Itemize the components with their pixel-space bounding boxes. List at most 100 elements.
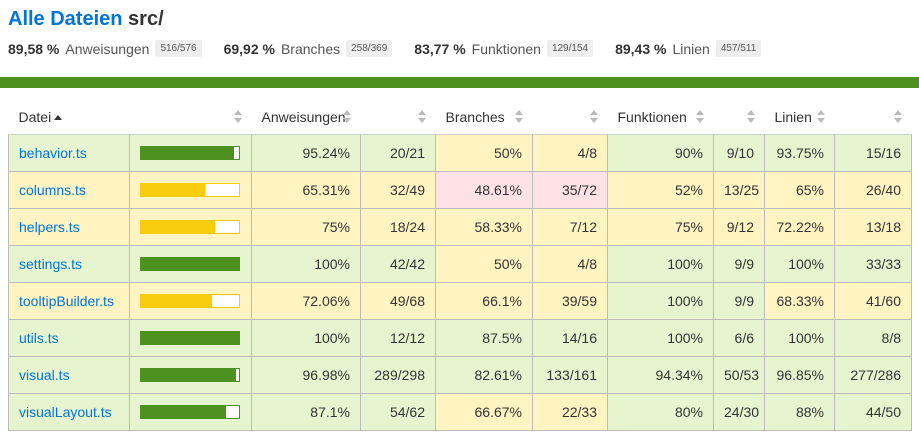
column-header-file[interactable]: Datei (8, 99, 130, 135)
file-link[interactable]: helpers.ts (19, 219, 80, 235)
sort-icon (893, 110, 902, 123)
functions-fraction: 9/10 (713, 134, 765, 172)
summary-label: Anweisungen (65, 40, 150, 57)
branches-fraction: 4/8 (532, 245, 608, 283)
table-header-row: Datei Anweisungen Branches Funktionen Li… (8, 99, 912, 135)
statements-fraction: 54/62 (360, 393, 436, 431)
coverage-table: Datei Anweisungen Branches Funktionen Li… (8, 99, 912, 431)
branches-fraction: 35/72 (532, 171, 608, 209)
functions-percent: 52% (607, 171, 714, 209)
coverage-bar (140, 146, 240, 160)
all-files-link[interactable]: Alle Dateien (8, 8, 123, 30)
sort-icon (233, 110, 242, 123)
functions-percent: 100% (607, 319, 714, 357)
column-header-lines-raw[interactable] (834, 99, 912, 135)
sort-icon (695, 110, 704, 123)
column-header-branches-raw[interactable] (532, 99, 608, 135)
branches-percent: 50% (435, 245, 533, 283)
summary-percent: 69,92 % (223, 40, 275, 57)
coverage-bar-cell (129, 171, 252, 209)
summary-label: Funktionen (471, 40, 541, 57)
file-link[interactable]: settings.ts (19, 256, 83, 272)
sort-icon (514, 110, 523, 123)
coverage-bar (140, 183, 240, 197)
page-title: Alle Dateien src/ (8, 8, 164, 31)
coverage-bar-cell (129, 208, 252, 246)
functions-fraction: 9/9 (713, 282, 765, 320)
coverage-bar-fill (141, 184, 205, 196)
column-header-functions-raw[interactable] (713, 99, 765, 135)
summary-label: Linien (672, 40, 710, 57)
statements-fraction: 289/298 (360, 356, 436, 394)
file-link[interactable]: columns.ts (19, 182, 86, 198)
column-header-lines[interactable]: Linien (764, 99, 835, 135)
file-link[interactable]: visual.ts (19, 367, 70, 383)
table-row: behavior.ts 95.24% 20/21 50% 4/8 90% 9/10 93.75… (8, 134, 912, 172)
branches-percent: 87.5% (435, 319, 533, 357)
functions-percent: 90% (607, 134, 714, 172)
coverage-bar-fill (141, 332, 239, 344)
functions-fraction: 50/53 (713, 356, 765, 394)
summary-percent: 83,77 % (414, 40, 466, 57)
file-cell: visual.ts (8, 356, 130, 394)
file-link[interactable]: behavior.ts (19, 145, 87, 161)
file-cell: utils.ts (8, 319, 130, 357)
functions-fraction: 13/25 (713, 171, 765, 209)
coverage-bar-fill (141, 406, 227, 418)
column-header-branches[interactable]: Branches (435, 99, 533, 135)
column-header-functions[interactable]: Funktionen (607, 99, 714, 135)
file-link[interactable]: visualLayout.ts (19, 404, 112, 420)
table-row: tooltipBuilder.ts 72.06% 49/68 66.1% 39/59 10… (8, 282, 912, 320)
summary-statements: 89,58 % Anweisungen 516/576 (8, 40, 202, 57)
branches-percent: 48.61% (435, 171, 533, 209)
branches-fraction: 133/161 (532, 356, 608, 394)
lines-fraction: 33/33 (834, 245, 912, 283)
lines-percent: 72.22% (764, 208, 835, 246)
lines-percent: 68.33% (764, 282, 835, 320)
summary-fraction: 457/511 (715, 40, 762, 57)
column-header-statements-raw[interactable] (360, 99, 436, 135)
statements-fraction: 18/24 (360, 208, 436, 246)
lines-fraction: 8/8 (834, 319, 912, 357)
status-bar (0, 77, 919, 88)
column-header-file-bar[interactable] (129, 99, 252, 135)
coverage-bar (140, 220, 240, 234)
lines-fraction: 44/50 (834, 393, 912, 431)
branches-percent: 50% (435, 134, 533, 172)
lines-fraction: 277/286 (834, 356, 912, 394)
lines-fraction: 15/16 (834, 134, 912, 172)
coverage-bar-fill (141, 147, 235, 159)
statements-percent: 95.24% (251, 134, 361, 172)
statements-fraction: 32/49 (360, 171, 436, 209)
file-cell: helpers.ts (8, 208, 130, 246)
file-link[interactable]: utils.ts (19, 330, 59, 346)
directory-name: src/ (128, 8, 164, 30)
branches-percent: 66.67% (435, 393, 533, 431)
table-row: utils.ts 100% 12/12 87.5% 14/16 100% 6/6 100% 8/… (8, 319, 912, 357)
lines-percent: 100% (764, 245, 835, 283)
branches-fraction: 7/12 (532, 208, 608, 246)
coverage-bar-cell (129, 393, 252, 431)
sort-icon (589, 110, 598, 123)
column-header-statements[interactable]: Anweisungen (251, 99, 361, 135)
statements-percent: 100% (251, 245, 361, 283)
summary-lines: 89,43 % Linien 457/511 (615, 40, 762, 57)
table-row: helpers.ts 75% 18/24 58.33% 7/12 75% 9/12 72.22… (8, 208, 912, 246)
functions-percent: 100% (607, 282, 714, 320)
file-cell: columns.ts (8, 171, 130, 209)
sort-icon (417, 110, 426, 123)
lines-fraction: 13/18 (834, 208, 912, 246)
table-row: columns.ts 65.31% 32/49 48.61% 35/72 52% 13/25… (8, 171, 912, 209)
table-row: settings.ts 100% 42/42 50% 4/8 100% 9/9 100% 33/… (8, 245, 912, 283)
branches-fraction: 14/16 (532, 319, 608, 357)
branches-percent: 58.33% (435, 208, 533, 246)
statements-percent: 87.1% (251, 393, 361, 431)
functions-fraction: 24/30 (713, 393, 765, 431)
coverage-bar-cell (129, 319, 252, 357)
file-link[interactable]: tooltipBuilder.ts (19, 293, 114, 309)
branches-fraction: 39/59 (532, 282, 608, 320)
statements-percent: 96.98% (251, 356, 361, 394)
statements-fraction: 42/42 (360, 245, 436, 283)
summary-percent: 89,58 % (8, 40, 60, 57)
functions-fraction: 9/12 (713, 208, 765, 246)
